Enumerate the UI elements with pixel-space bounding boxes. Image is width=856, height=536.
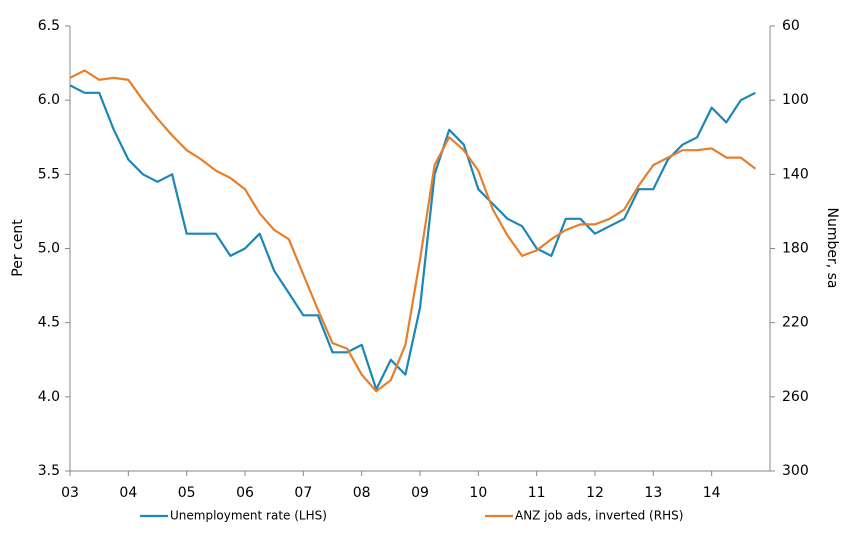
x-tick-label: 07 — [294, 485, 312, 501]
y2-tick-label: 260 — [782, 389, 809, 405]
x-tick-label: 14 — [703, 485, 721, 501]
y-tick-label: 4.0 — [38, 389, 60, 405]
line-series — [69, 84, 756, 391]
y2-tick-label: 220 — [782, 315, 809, 331]
x-tick-label: 05 — [178, 485, 196, 501]
y-tick-label: 3.5 — [38, 463, 60, 479]
legend-label: ANZ job ads, inverted (RHS) — [515, 509, 683, 523]
y2-tick-label: 180 — [782, 241, 809, 257]
x-tick-label: 06 — [236, 485, 254, 501]
y-tick-label: 6.0 — [38, 92, 60, 108]
legend-label: Unemployment rate (LHS) — [170, 509, 327, 523]
y2-tick-label: 100 — [782, 92, 809, 108]
line-series — [69, 69, 757, 393]
x-tick-label: 11 — [528, 485, 546, 501]
y-tick-label: 5.5 — [38, 166, 60, 182]
y2-tick-label: 60 — [782, 18, 800, 34]
y-tick-label: 4.5 — [38, 315, 60, 331]
y2-tick-label: 300 — [782, 463, 809, 479]
y-tick-label: 6.5 — [38, 18, 60, 34]
x-tick-label: 12 — [586, 485, 604, 501]
x-tick-label: 03 — [61, 485, 79, 501]
y2-tick-label: 140 — [782, 166, 809, 182]
y-axis-label: Per cent — [10, 219, 26, 277]
x-tick-label: 13 — [644, 485, 662, 501]
x-tick-label: 04 — [119, 485, 137, 501]
x-tick-label: 09 — [411, 485, 429, 501]
y2-axis-label: Number, sa — [824, 207, 840, 288]
y-tick-label: 5.0 — [38, 241, 60, 257]
x-tick-label: 10 — [469, 485, 487, 501]
x-tick-label: 08 — [353, 485, 371, 501]
